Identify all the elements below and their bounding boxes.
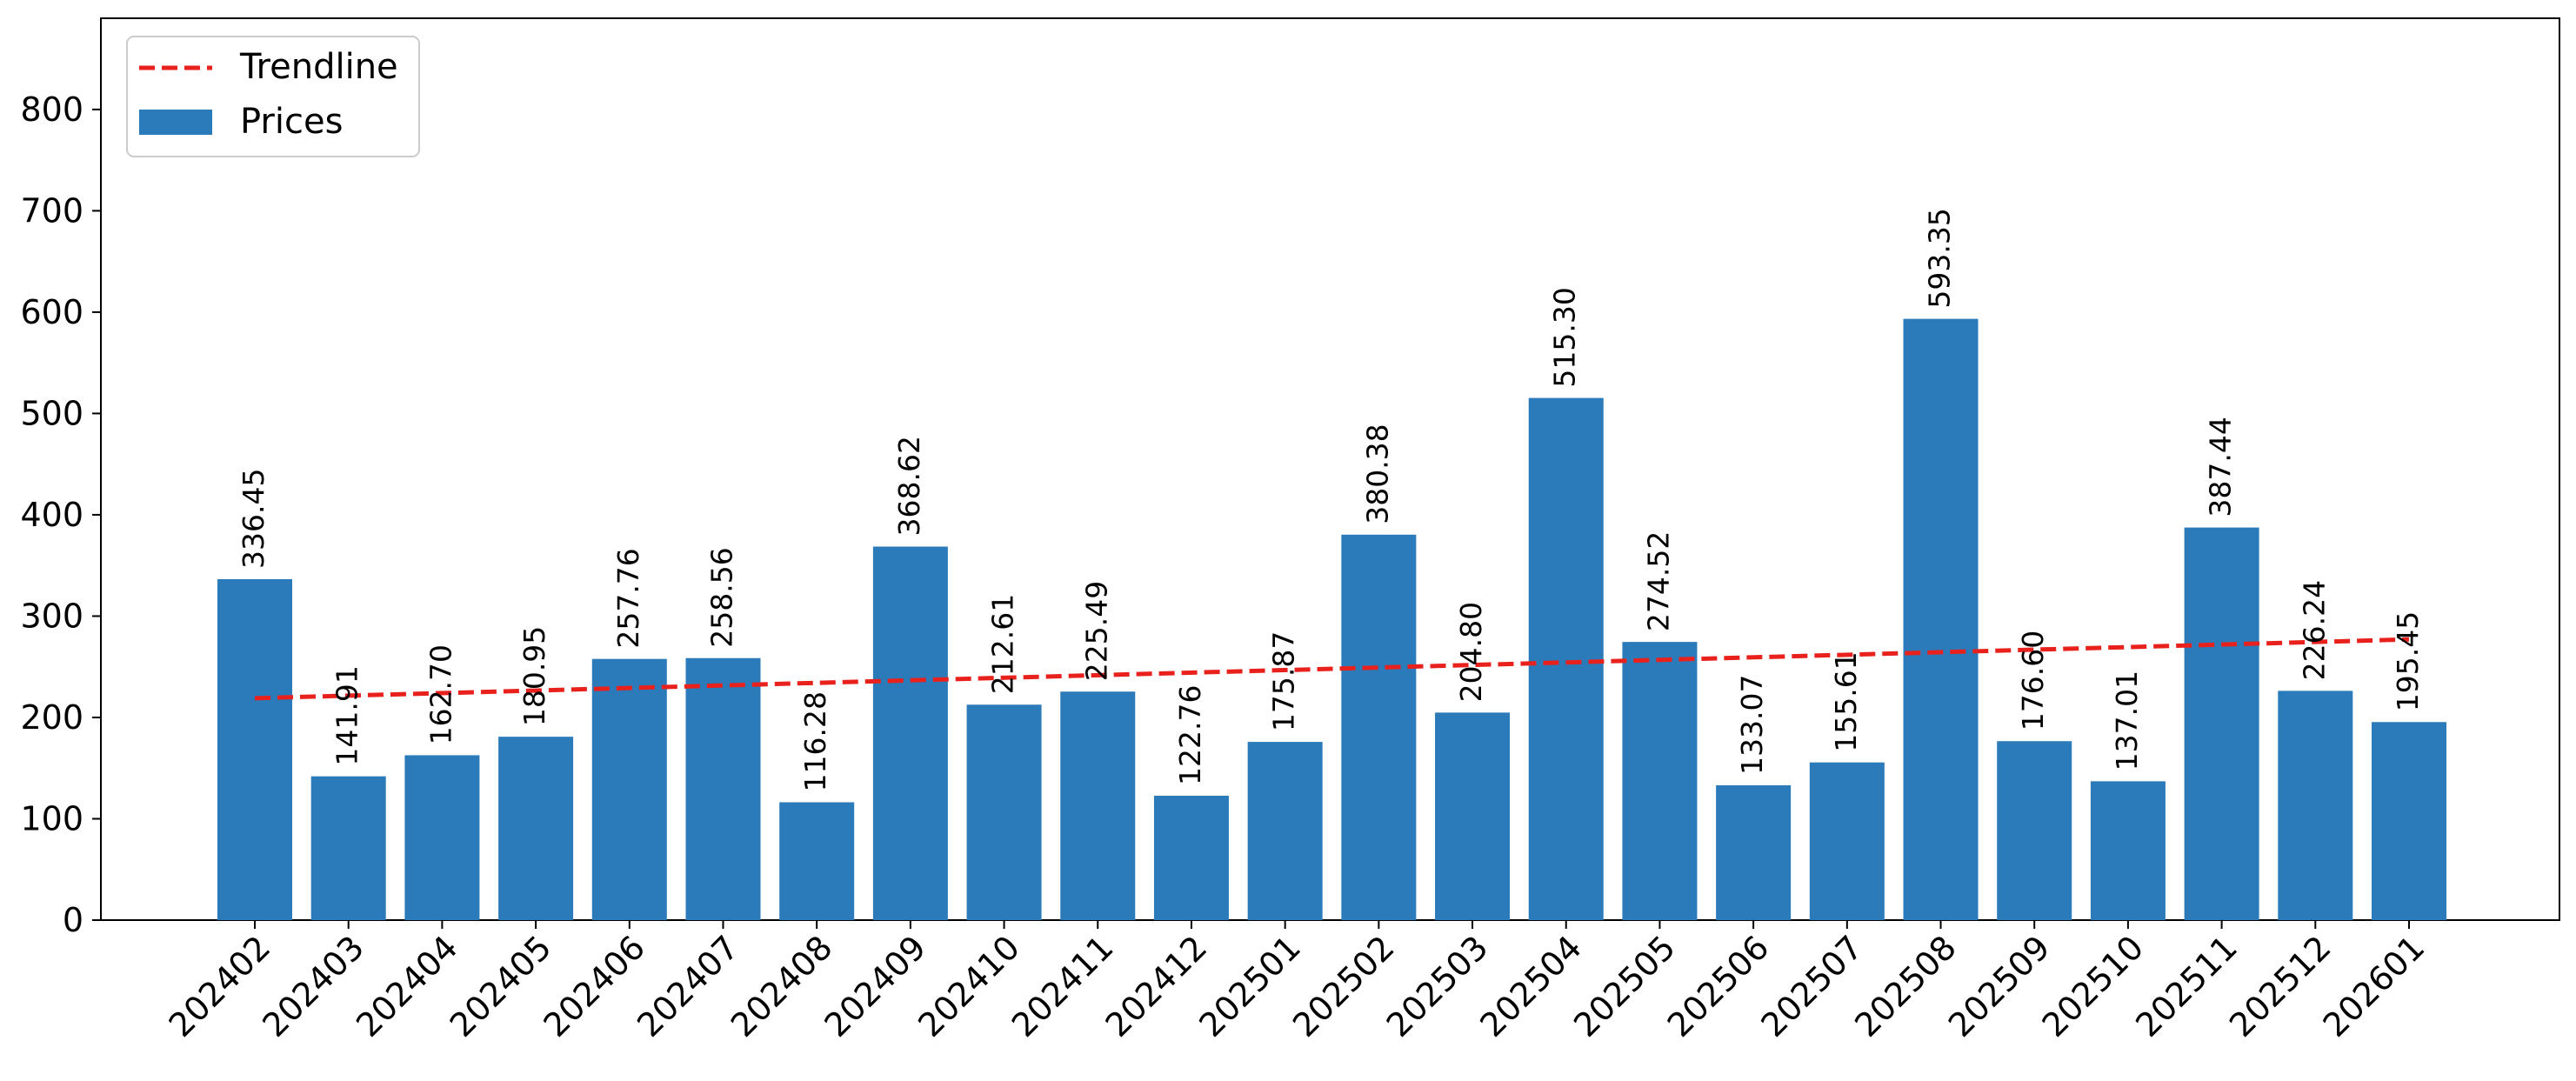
x-tick-label: 202407 [630, 928, 746, 1044]
bar [779, 802, 855, 920]
bar [2184, 527, 2259, 920]
x-tick-label: 202402 [162, 928, 278, 1044]
bar-value-label: 387.44 [2204, 417, 2238, 517]
bar [1060, 691, 1136, 920]
x-tick-label: 202502 [1285, 928, 1402, 1044]
bar [1997, 741, 2072, 920]
bar-value-label: 274.52 [1641, 531, 1675, 631]
x-tick-label: 202411 [1004, 928, 1121, 1044]
y-tick-label: 500 [20, 394, 83, 432]
bar-value-label: 212.61 [986, 594, 1020, 694]
y-tick-label: 0 [63, 901, 83, 939]
x-tick-label: 202601 [2316, 928, 2433, 1044]
bar-value-label: 380.38 [1360, 424, 1394, 524]
bar-value-label: 141.91 [330, 665, 364, 765]
bar-value-label: 162.70 [424, 644, 457, 744]
bar [1622, 642, 1698, 920]
plot-area [100, 17, 2560, 921]
x-tick-label: 202504 [1472, 928, 1589, 1044]
bar-value-label: 195.45 [2391, 611, 2425, 711]
bar-value-label: 133.07 [1735, 674, 1769, 774]
y-axis: 0 100 200 300 400 500 600 700 800 [20, 90, 101, 939]
bar-value-label: 226.24 [2297, 580, 2331, 680]
bar [2372, 722, 2446, 920]
bar-value-label: 180.95 [517, 626, 551, 726]
bar-value-label: 155.61 [1829, 651, 1863, 751]
bar-value-label: 593.35 [1923, 208, 1957, 308]
bar [1528, 397, 1604, 921]
bar [1435, 712, 1511, 920]
plot-frame [100, 17, 2560, 921]
bar-value-label: 515.30 [1548, 287, 1582, 387]
x-tick-label: 202509 [1941, 928, 2058, 1044]
x-tick-label: 202511 [2128, 928, 2245, 1044]
x-tick-label: 202410 [911, 928, 1027, 1044]
y-tick-label: 200 [20, 698, 83, 737]
bar-value-label: 368.62 [892, 436, 926, 536]
bar-value-labels: 336.45 141.91 162.70 180.95 257.76 258.56 116.… [237, 208, 2425, 791]
x-tick-label: 202403 [255, 928, 371, 1044]
x-tick-label: 202505 [1566, 928, 1683, 1044]
x-tick-label: 202409 [818, 928, 934, 1044]
bar-series [217, 318, 2446, 921]
x-tick-label: 202408 [724, 928, 840, 1044]
bar-value-label: 225.49 [1079, 581, 1113, 681]
bar [685, 657, 761, 920]
bar-value-label: 122.76 [1173, 684, 1207, 784]
y-tick-label: 600 [20, 293, 83, 331]
x-tick-label: 202503 [1379, 928, 1496, 1044]
x-tick-label: 202510 [2035, 928, 2152, 1044]
bar [2278, 691, 2353, 920]
legend-label-prices: Prices [240, 102, 343, 142]
x-tick-label: 202412 [1098, 928, 1215, 1044]
bar-value-label: 175.87 [1267, 631, 1301, 731]
y-tick-label: 800 [20, 90, 83, 129]
legend: Trendline Prices [126, 36, 420, 157]
bar-value-label: 204.80 [1454, 602, 1488, 702]
x-tick-label: 202507 [1754, 928, 1871, 1044]
x-tick-label: 202501 [1191, 928, 1308, 1044]
trendline-layer [254, 637, 2410, 701]
legend-prices-swatch [139, 110, 212, 135]
bar [310, 776, 386, 920]
bar-value-label: 137.01 [2110, 671, 2144, 771]
legend-label-trendline: Trendline [239, 47, 398, 87]
bar [966, 704, 1042, 920]
x-axis: 2024022024032024042024052024062024072024… [162, 920, 2433, 1044]
bar [591, 658, 667, 920]
bar [2090, 781, 2166, 920]
x-tick-label: 202404 [349, 928, 465, 1044]
bar [217, 578, 292, 920]
bar [1809, 762, 1885, 920]
bar [498, 737, 574, 920]
bar [1153, 795, 1229, 920]
x-tick-label: 202405 [443, 928, 559, 1044]
y-tick-label: 400 [20, 496, 83, 534]
trendline [254, 637, 2410, 701]
y-tick-label: 700 [20, 191, 83, 230]
y-tick-label: 100 [20, 799, 83, 837]
x-tick-label: 202512 [2222, 928, 2339, 1044]
x-tick-label: 202508 [1847, 928, 1964, 1044]
bar-value-label: 116.28 [798, 691, 832, 791]
bar [1247, 742, 1323, 920]
bar [1903, 318, 1979, 921]
bar [404, 755, 480, 920]
bar-value-label: 257.76 [611, 548, 645, 648]
y-tick-label: 300 [20, 597, 83, 635]
bar [872, 546, 948, 920]
bar-value-label: 336.45 [237, 469, 270, 569]
x-tick-label: 202406 [536, 928, 652, 1044]
bar-value-label: 258.56 [704, 547, 738, 647]
bar-value-label: 176.60 [2016, 631, 2050, 731]
x-tick-label: 202506 [1660, 928, 1777, 1044]
bar [1341, 534, 1417, 920]
bar [1716, 784, 1792, 920]
